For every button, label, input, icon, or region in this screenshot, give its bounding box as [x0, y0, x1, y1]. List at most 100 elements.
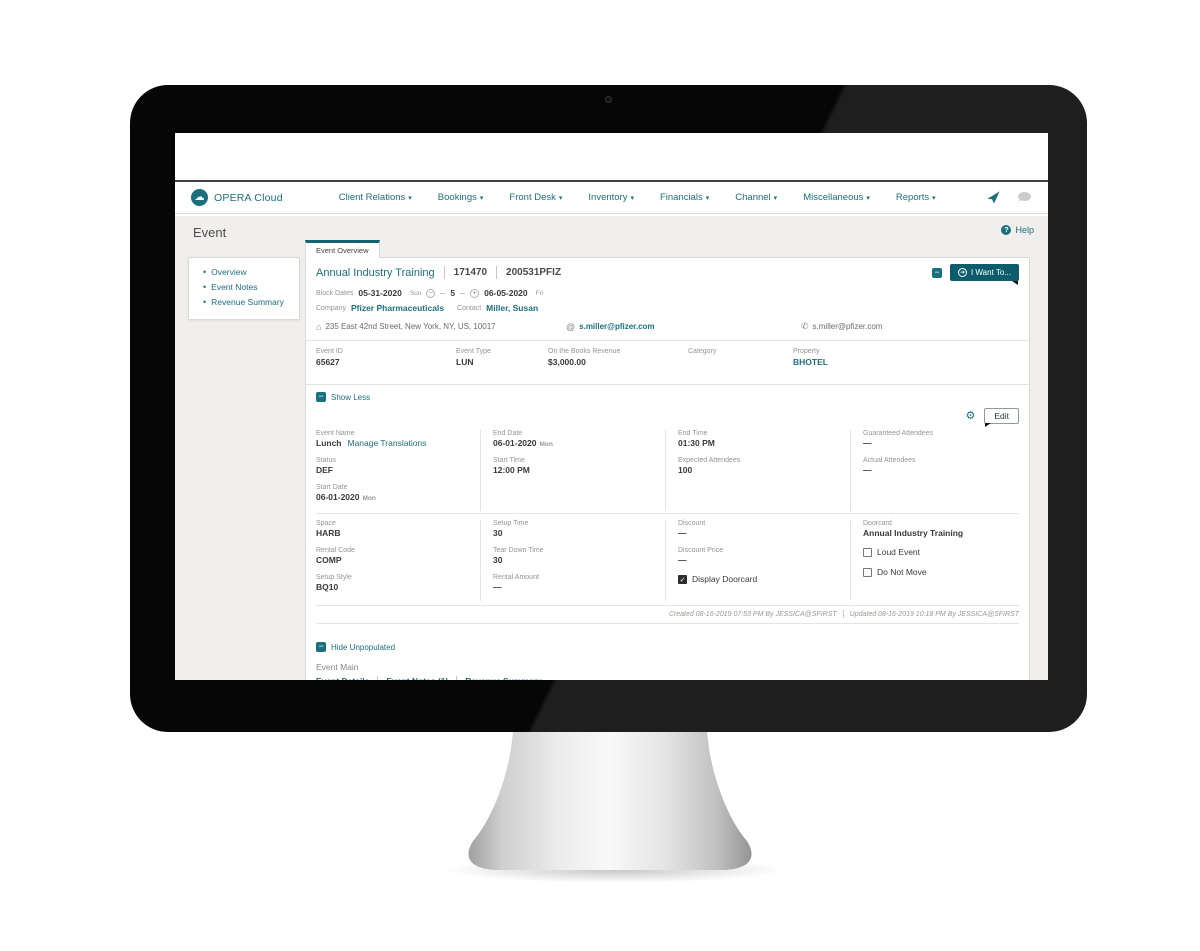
nights-decrement-icon[interactable]: −: [426, 288, 436, 298]
details-panel-1: Event Name Lunch Manage Translations Stat…: [316, 424, 1019, 514]
panel2-col3: Discount — Discount Price — ✓ Display Do…: [666, 520, 851, 601]
at-icon: @: [566, 321, 576, 332]
sidebar-item-event-notes[interactable]: • Event Notes: [203, 280, 289, 295]
monitor-bezel: ☁ OPERA Cloud Client Relations ▾ Bookings…: [130, 85, 1087, 732]
event-main-label: Event Main: [316, 662, 359, 672]
company-link[interactable]: Pfizer Pharmaceuticals: [350, 303, 445, 313]
help-icon: ?: [1001, 225, 1012, 235]
do-not-move-checkbox[interactable]: Do Not Move: [863, 567, 1011, 577]
panel1-col4: Guaranteed Attendees — Actual Attendees …: [851, 430, 1019, 511]
loud-event-checkbox[interactable]: Loud Event: [863, 547, 1011, 557]
phone-icon: ✆: [801, 321, 809, 331]
divider: [306, 340, 1029, 341]
nights-increment-icon[interactable]: +: [470, 288, 480, 298]
field-setup-time: Setup Time 30: [493, 520, 529, 538]
field-end-time: End Time 01:30 PM: [678, 430, 715, 448]
nav-item-channel[interactable]: Channel ▾: [735, 192, 778, 203]
webcam-dot: [605, 96, 612, 103]
phone-item: ✆ s.miller@pfizer.com: [801, 321, 1019, 332]
page-title: Event: [193, 225, 227, 240]
help-button[interactable]: ? Help: [1001, 225, 1034, 235]
event-details-link[interactable]: Event Details: [316, 676, 369, 680]
checkbox-empty-icon: [863, 547, 872, 557]
field-end-date: End Date 06-01-2020 Mon: [493, 430, 553, 448]
field-discount: Discount —: [678, 520, 706, 538]
checkbox-empty-icon: [863, 567, 872, 577]
edit-button[interactable]: Edit: [984, 408, 1019, 427]
block-dates-label: Block Dates: [316, 289, 354, 297]
opera-cloud-logo[interactable]: ☁ OPERA Cloud: [191, 189, 283, 206]
edit-controls: ⚙ Edit: [965, 408, 1019, 427]
nav-item-financials[interactable]: Financials ▾: [659, 192, 710, 203]
hide-unpopulated-toggle[interactable]: − Hide Unpopulated: [316, 642, 1019, 652]
i-want-to-button[interactable]: ➜ I Want To...: [949, 264, 1019, 285]
contact-link[interactable]: Miller, Susan: [486, 303, 539, 313]
manage-translations-link[interactable]: Manage Translations: [347, 438, 427, 448]
field-space: Space HARB: [316, 520, 341, 538]
footer-links: Event Details Event Notes (1) Revenue Su…: [316, 676, 1019, 680]
show-less-toggle[interactable]: − Show Less: [316, 385, 1019, 404]
collapse-header-icon[interactable]: −: [931, 267, 942, 278]
panel2-col2: Setup Time 30 Tear Down Time 30 Rental A…: [481, 520, 666, 601]
panel1-col2: End Date 06-01-2020 Mon Start Time 12:00 …: [481, 430, 666, 511]
field-setup-style: Setup Style BQ10: [316, 574, 352, 592]
field-discount-price: Discount Price —: [678, 547, 724, 565]
event-overview-card: Annual Industry Training 171470 200531PF…: [305, 257, 1030, 680]
event-page: Event ? Help • Overview • Event Notes • Rev…: [175, 216, 1048, 680]
field-expected-attendees: Expected Attendees 100: [678, 457, 741, 475]
contact-info-row: ⌂ 235 East 42nd Street, New York, NY, US…: [316, 321, 1019, 332]
nav-item-miscellaneous[interactable]: Miscellaneous ▾: [803, 192, 870, 203]
screen: ☁ OPERA Cloud Client Relations ▾ Bookings…: [175, 133, 1048, 680]
address-text: 235 East 42nd Street, New York, NY, US, …: [325, 322, 496, 331]
top-navbar: ☁ OPERA Cloud Client Relations ▾ Bookings…: [175, 180, 1048, 214]
chevron-down-icon: ▾: [932, 195, 936, 202]
sidebar-item-revenue-summary[interactable]: • Revenue Summary: [203, 295, 289, 310]
nav-item-client-relations[interactable]: Client Relations ▾: [338, 192, 412, 203]
divider: [496, 266, 498, 279]
divider: [377, 676, 379, 680]
company-row: Company Pfizer Pharmaceuticals Contact M…: [316, 303, 1019, 313]
event-number: 171470: [453, 267, 488, 278]
email-link[interactable]: s.miller@pfizer.com: [579, 322, 655, 331]
nav-item-inventory[interactable]: Inventory ▾: [588, 192, 634, 203]
details-block: ⚙ Edit Event Name Lunch Manage Translatio…: [316, 408, 1019, 624]
nav-item-front-desk[interactable]: Front Desk ▾: [509, 192, 563, 203]
panel1-col1: Event Name Lunch Manage Translations Stat…: [316, 430, 481, 511]
summary-category: Category: [688, 348, 717, 355]
gear-icon[interactable]: ⚙: [965, 409, 976, 422]
header-actions: − ➜ I Want To...: [931, 264, 1019, 285]
contact-label: Contact: [457, 304, 482, 312]
nav-item-reports[interactable]: Reports ▾: [895, 192, 936, 203]
panel2-col1: Space HARB Rental Code COMP Setup Style: [316, 520, 481, 601]
display-doorcard-checkbox[interactable]: ✓ Display Doorcard: [678, 574, 758, 584]
event-notes-link[interactable]: Event Notes (1): [386, 676, 448, 680]
cloud-icon: ☁: [191, 189, 208, 206]
event-header: Annual Industry Training 171470 200531PF…: [316, 264, 1019, 285]
field-rental-code: Rental Code COMP: [316, 547, 355, 565]
email-item: @ s.miller@pfizer.com: [566, 321, 801, 332]
chat-bubble-icon[interactable]: [1017, 191, 1032, 204]
chevron-down-icon: ▾: [558, 195, 563, 202]
field-guaranteed-attendees: Guaranteed Attendees —: [863, 430, 934, 448]
field-actual-attendees: Actual Attendees —: [863, 457, 916, 475]
stepper-line: [440, 292, 446, 294]
tab-event-overview[interactable]: Event Overview: [305, 240, 380, 258]
field-rental-amount: Rental Amount —: [493, 574, 539, 592]
nav-item-bookings[interactable]: Bookings ▾: [437, 192, 484, 203]
field-start-time: Start Time 12:00 PM: [493, 457, 530, 475]
block-end-day: Fri: [535, 289, 544, 297]
bullet-icon: •: [203, 267, 207, 277]
updated-stamp: Updated 08-16-2019 10:18 PM By JESSICA@S…: [849, 610, 1019, 618]
revenue-summary-link[interactable]: Revenue Summary: [465, 676, 542, 680]
summary-event-type: Event Type LUN: [456, 348, 491, 367]
send-plane-icon[interactable]: [986, 190, 1001, 205]
block-code: 200531PFIZ: [506, 267, 562, 278]
summary-property: Property BHOTEL: [793, 348, 828, 367]
divider: [306, 384, 1029, 385]
sidebar-item-overview[interactable]: • Overview: [203, 265, 289, 280]
monitor-stand: [455, 731, 765, 876]
address-item: ⌂ 235 East 42nd Street, New York, NY, US…: [316, 321, 566, 332]
audit-row: Created 08-16-2019 07:53 PM By JESSICA@S…: [316, 606, 1019, 624]
chevron-down-icon: ▾: [630, 195, 634, 202]
bullet-icon: •: [203, 297, 207, 307]
